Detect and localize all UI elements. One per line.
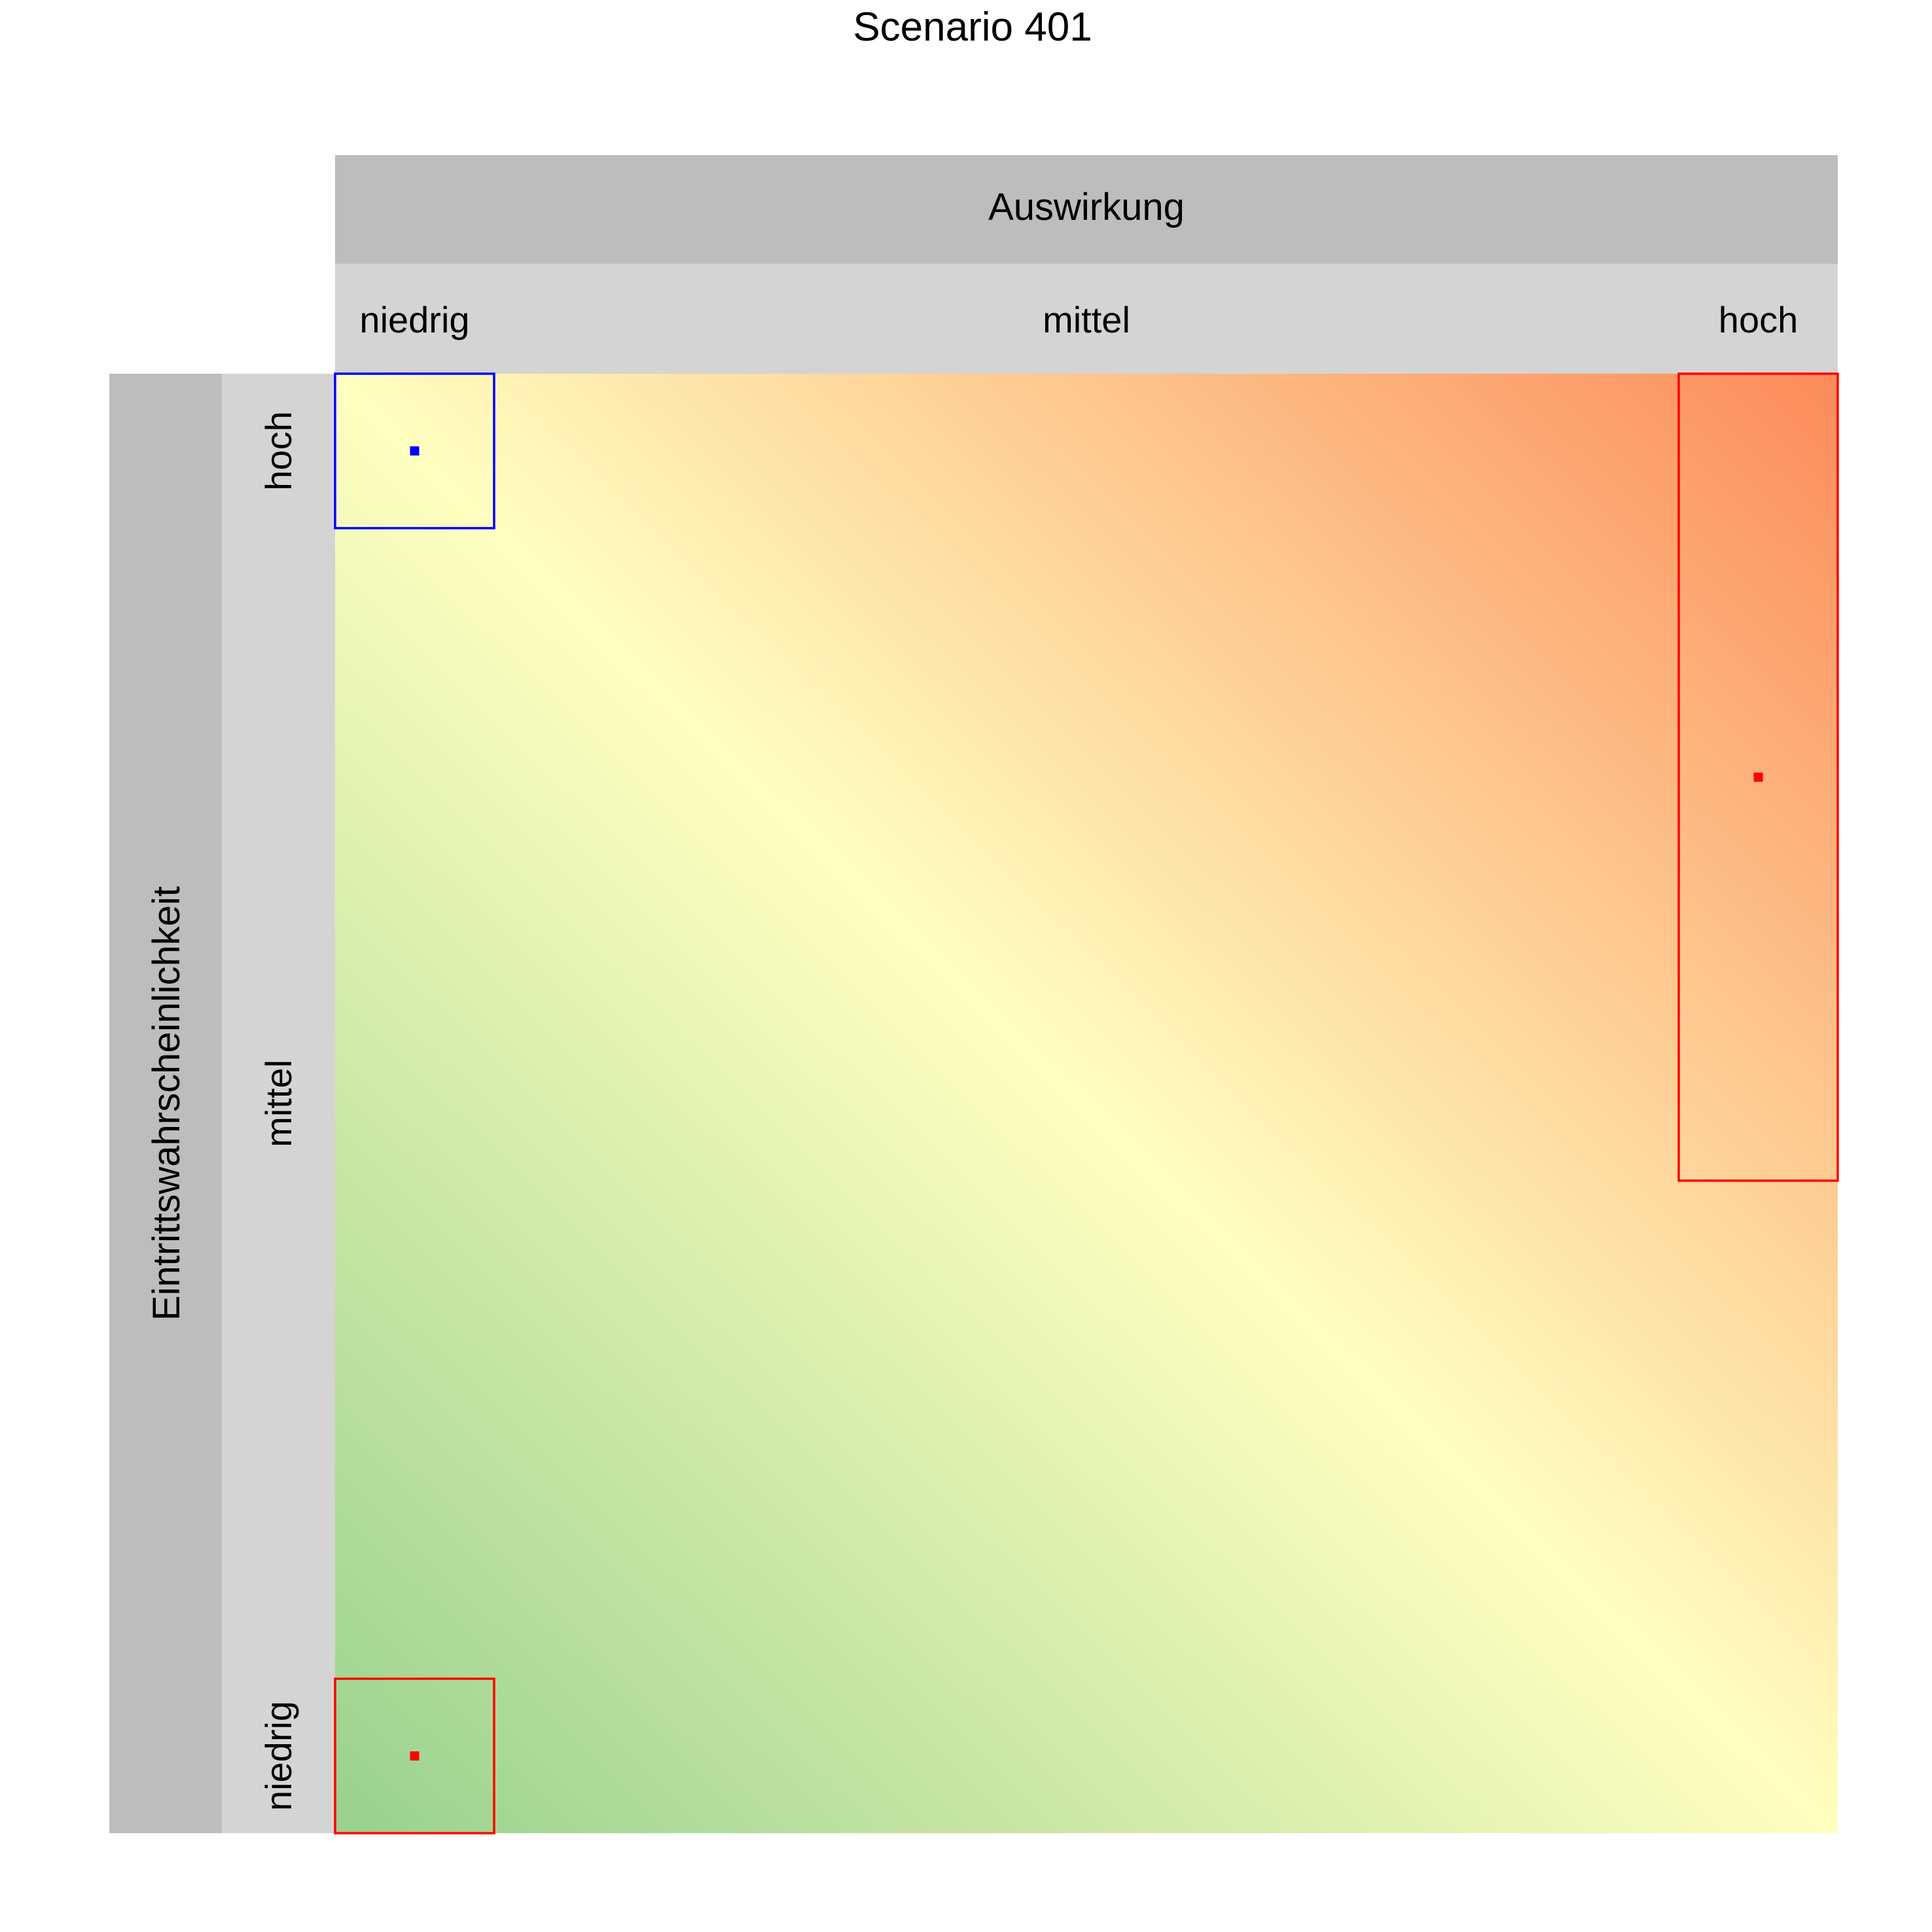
risk-region-3 — [334, 1677, 495, 1834]
risk-marker-3 — [410, 1751, 420, 1761]
risk-region-1 — [334, 372, 495, 529]
y-tick-label-mittel: mittel — [258, 1060, 299, 1147]
x-tick-label-mittel: mittel — [1043, 299, 1130, 340]
y-tick-label-hoch: hoch — [258, 411, 299, 490]
risk-marker-1 — [410, 446, 420, 456]
chart-title: Scenario 401 — [853, 5, 1092, 50]
x-tick-label-niedrig: niedrig — [359, 299, 469, 340]
y-axis-title: Eintrittswahrscheinlichkeit — [145, 886, 188, 1321]
risk-region-2 — [1677, 372, 1839, 1182]
y-tick-label-niedrig: niedrig — [258, 1701, 299, 1811]
risk-marker-2 — [1753, 772, 1763, 782]
x-tick-label-hoch: hoch — [1719, 299, 1798, 340]
y-axis-category-strip — [222, 374, 335, 1833]
x-axis-title-strip — [335, 155, 1838, 264]
x-axis-category-strip — [335, 264, 1838, 374]
y-axis-title-strip — [109, 374, 222, 1833]
risk-gradient-background — [335, 374, 1838, 1833]
x-axis-title: Auswirkung — [988, 186, 1185, 228]
